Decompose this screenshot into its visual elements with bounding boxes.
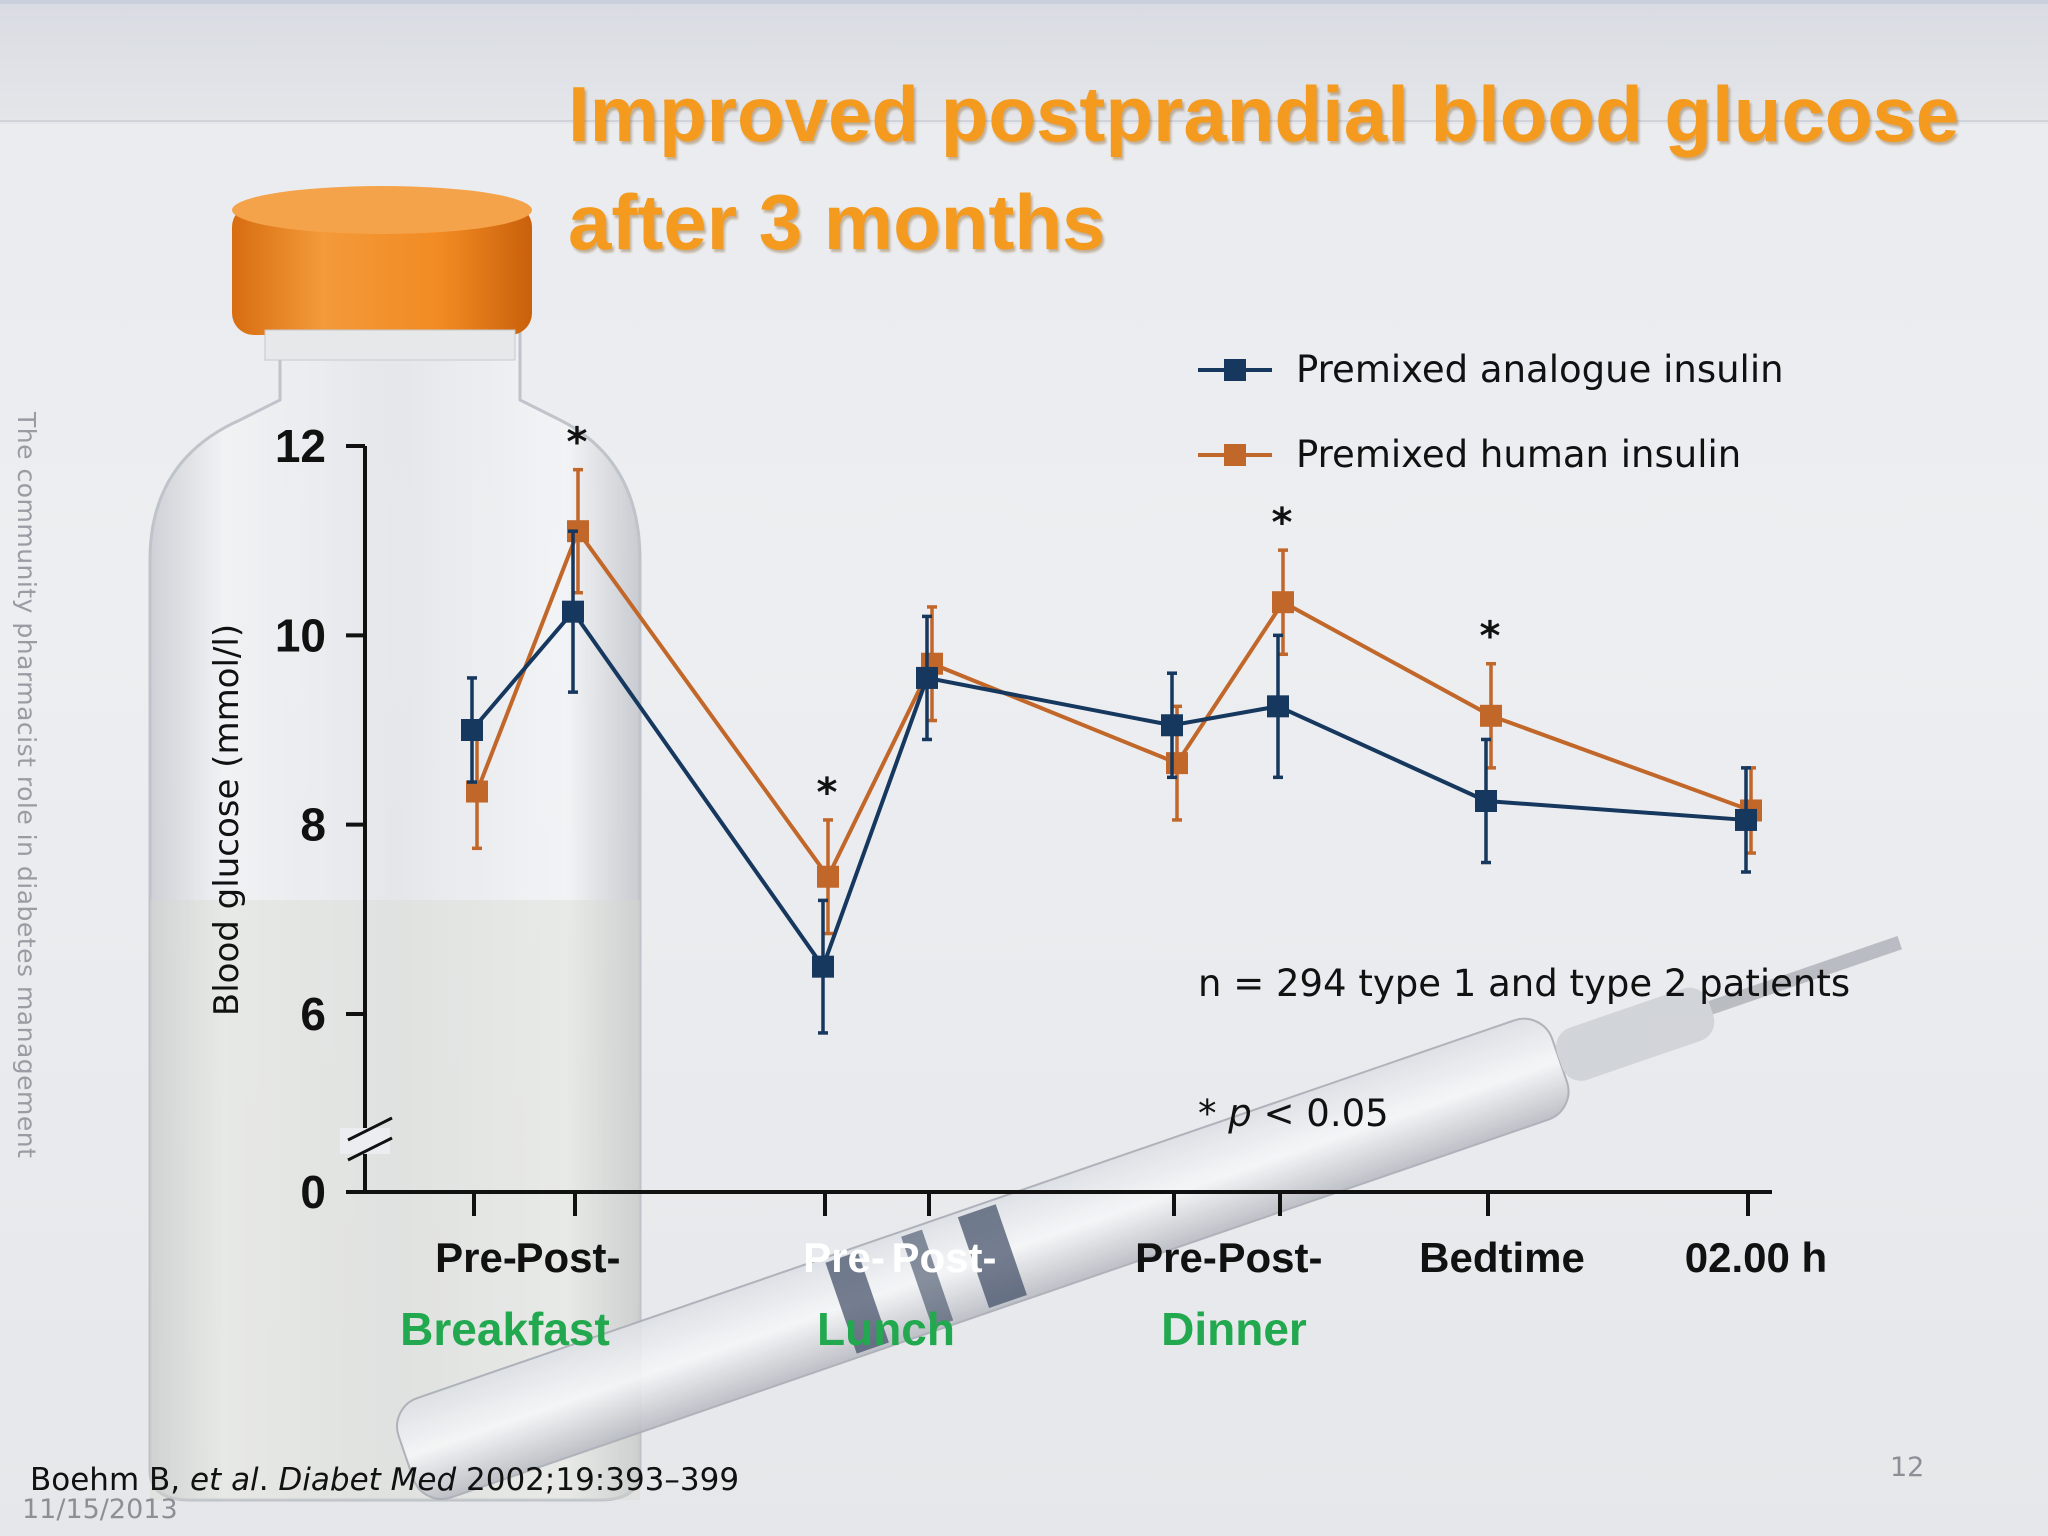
data-point [916, 666, 938, 689]
legend-label: Premixed analogue insulin [1296, 348, 1784, 391]
series-line [475, 527, 1752, 881]
citation-dot: . [258, 1462, 279, 1498]
citation-author: Boehm B, [30, 1462, 190, 1498]
page-number: 12 [1890, 1452, 1925, 1483]
vial-neck-shape [264, 329, 516, 361]
slide-title-line1: Improved postprandial blood glucose [568, 70, 1960, 158]
vial-cap-top-shape [232, 186, 532, 234]
citation-journal: Diabet Med [278, 1462, 457, 1498]
meal-label: Dinner [1161, 1303, 1307, 1355]
legend-label: Premixed human insulin [1296, 433, 1741, 476]
x-tick-label: Pre- [435, 1234, 517, 1281]
vial-cap-shape [232, 205, 532, 335]
data-point [1161, 714, 1183, 737]
data-point [1480, 704, 1502, 727]
data-point [1166, 752, 1188, 775]
slide-title-line2: after 3 months [568, 178, 1106, 266]
y-tick-label: 10 [275, 609, 326, 661]
series-line [470, 608, 1747, 971]
significance-threshold: < 0.05 [1251, 1092, 1389, 1135]
data-point [562, 600, 584, 623]
data-point [1272, 591, 1294, 614]
data-point [461, 719, 483, 741]
citation-rest: 2002;19:393–399 [456, 1462, 740, 1498]
significance-star: * [1272, 500, 1293, 546]
data-point [817, 865, 839, 888]
data-point [1475, 790, 1497, 812]
syringe-shape [396, 935, 1903, 1500]
x-tick-label: Post- [892, 1234, 997, 1281]
series-group [461, 529, 1757, 1035]
significance-note: * p < 0.05 [1198, 1092, 1389, 1135]
significance-star: * [1480, 614, 1501, 660]
citation-etal: et al [189, 1462, 259, 1498]
header-divider [0, 120, 2048, 122]
axis-break-mark [347, 1136, 393, 1162]
x-tick-label: Post- [516, 1234, 621, 1281]
data-point [466, 780, 488, 803]
x-tick-label: Pre- [803, 1234, 885, 1281]
slide-header-band [0, 0, 2048, 124]
meal-label: Lunch [817, 1303, 955, 1355]
x-tick-label: Post- [1218, 1234, 1323, 1281]
y-tick-label: 6 [300, 988, 326, 1040]
significance-p: p [1228, 1092, 1252, 1135]
citation: Boehm B, et al. Diabet Med 2002;19:393–3… [30, 1462, 739, 1498]
vial-body-shape [148, 328, 642, 1502]
significance-star: * [1198, 1092, 1229, 1135]
meal-label: Breakfast [400, 1303, 610, 1355]
y-tick-label: 8 [300, 799, 326, 851]
x-tick-label: 02.00 h [1685, 1234, 1827, 1281]
significance-star: * [817, 770, 838, 816]
legend-marker [1224, 359, 1246, 381]
x-tick-label: Bedtime [1419, 1234, 1585, 1281]
significance-star: * [567, 420, 588, 466]
x-tick-label: Pre- [1135, 1234, 1217, 1281]
data-point [812, 955, 834, 978]
y-axis-title: Blood glucose (mmol/l) [207, 624, 247, 1016]
series-group [466, 467, 1762, 936]
slide-title: Improved postprandial blood glucose afte… [568, 60, 2008, 276]
data-point [1267, 695, 1289, 718]
legend-marker [1224, 444, 1246, 466]
sample-size-note: n = 294 type 1 and type 2 patients [1198, 962, 1851, 1005]
data-point [1735, 808, 1757, 831]
axis-break-mark [347, 1116, 393, 1142]
side-footer-text: The community pharmacist role in diabete… [12, 412, 41, 1159]
slide-date: 11/15/2013 [22, 1494, 178, 1525]
y-tick-label: 12 [275, 420, 326, 472]
y-tick-label: 0 [300, 1166, 326, 1218]
